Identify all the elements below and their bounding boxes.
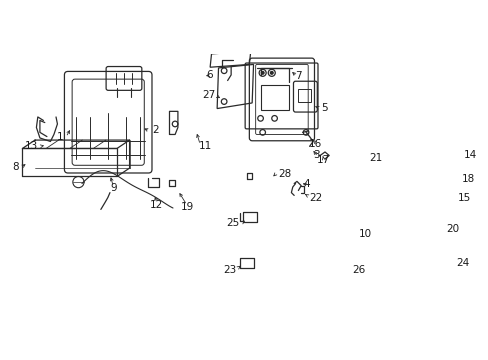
Text: 25: 25 (226, 219, 239, 229)
Text: 27: 27 (202, 90, 215, 100)
Circle shape (261, 71, 264, 74)
Text: 15: 15 (457, 193, 470, 203)
Text: 5: 5 (321, 103, 327, 113)
Text: 8: 8 (12, 162, 19, 172)
Text: 21: 21 (369, 153, 382, 163)
Text: 13: 13 (24, 141, 38, 151)
Text: 19: 19 (180, 202, 193, 212)
Text: 1: 1 (56, 132, 63, 142)
Text: 17: 17 (316, 156, 329, 165)
Text: 18: 18 (461, 174, 474, 184)
Text: 6: 6 (206, 70, 212, 80)
Text: 7: 7 (295, 71, 302, 81)
Text: 10: 10 (358, 229, 371, 239)
Text: 22: 22 (309, 193, 322, 203)
Text: 9: 9 (110, 183, 117, 193)
Text: 14: 14 (463, 150, 476, 160)
Text: 20: 20 (445, 224, 458, 234)
Text: 28: 28 (278, 170, 291, 179)
Text: 23: 23 (223, 265, 236, 275)
Text: 16: 16 (308, 139, 321, 149)
Text: 4: 4 (303, 179, 309, 189)
Text: 26: 26 (352, 265, 365, 275)
Circle shape (270, 71, 273, 74)
Text: 11: 11 (199, 141, 212, 151)
Text: 24: 24 (456, 258, 469, 267)
Text: 3: 3 (313, 150, 320, 161)
Text: 12: 12 (150, 199, 163, 210)
Text: 2: 2 (152, 125, 158, 135)
